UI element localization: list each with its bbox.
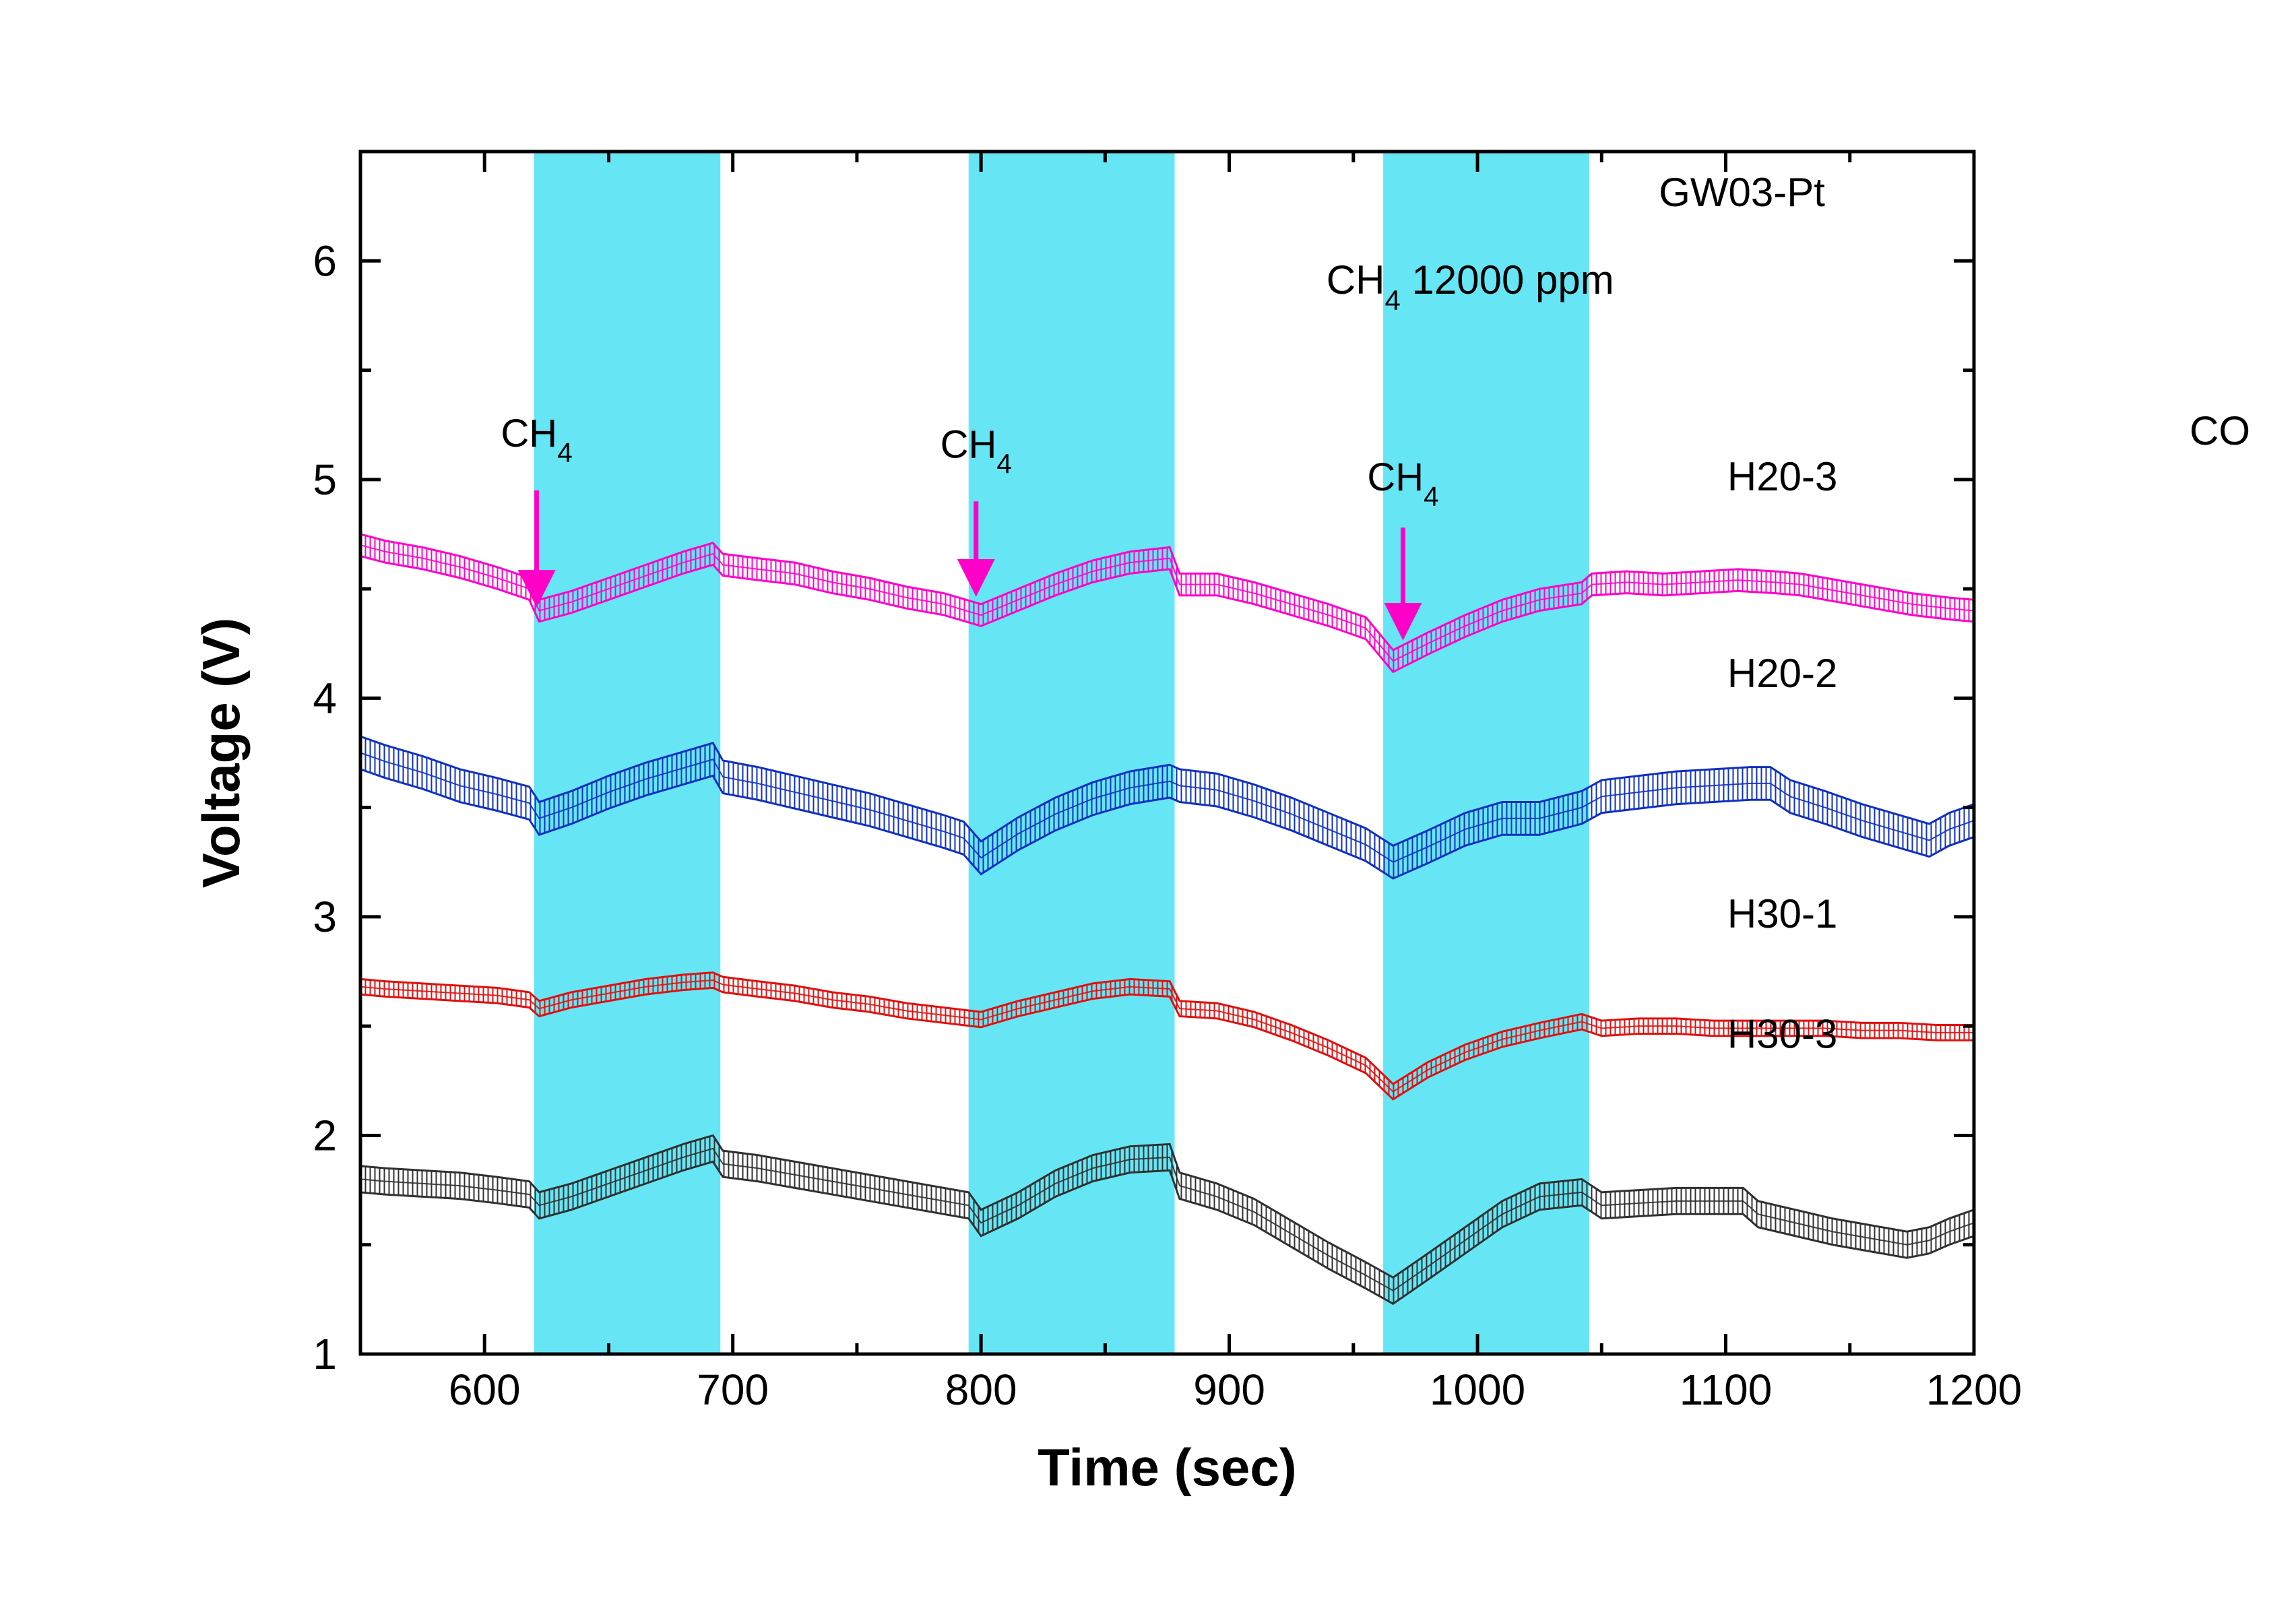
x-tick-label: 600 bbox=[449, 1366, 521, 1414]
y-tick-label: 6 bbox=[313, 236, 337, 285]
y-tick-label: 1 bbox=[313, 1330, 337, 1378]
series-label-H20-2: H20-2 bbox=[1727, 651, 1837, 696]
voltage-time-chart: 600 700 800 900 1000 1100 1200 Time (sec) 1 2 3 4 5 6… bbox=[0, 0, 2296, 1603]
x-tick-label: 1000 bbox=[1430, 1366, 1525, 1414]
x-axis-label: Time (sec) bbox=[1038, 1438, 1296, 1497]
series-label-H30-1: H30-1 bbox=[1727, 891, 1837, 936]
gas-pulse-band-3 bbox=[1383, 152, 1589, 1354]
y-tick-label: 2 bbox=[313, 1111, 337, 1159]
chart-container: 600 700 800 900 1000 1100 1200 Time (sec) 1 2 3 4 5 6… bbox=[0, 0, 2296, 1603]
x-tick-label: 800 bbox=[945, 1366, 1017, 1414]
x-tick-label: 700 bbox=[697, 1366, 769, 1414]
y-tick-label: 3 bbox=[313, 893, 337, 941]
side-co-label: CO bbox=[2190, 408, 2250, 453]
chart-title-line1: GW03-Pt bbox=[1659, 170, 1825, 215]
y-tick-label: 5 bbox=[313, 455, 337, 504]
y-axis-label: Voltage (V) bbox=[191, 618, 251, 889]
x-tick-label: 1100 bbox=[1680, 1366, 1773, 1414]
series-label-H20-3: H20-3 bbox=[1727, 454, 1837, 499]
x-tick-label: 900 bbox=[1193, 1366, 1265, 1414]
series-label-H30-3: H30-3 bbox=[1727, 1012, 1837, 1057]
x-tick-label: 1200 bbox=[1926, 1366, 2022, 1414]
y-tick-label: 4 bbox=[313, 674, 337, 722]
